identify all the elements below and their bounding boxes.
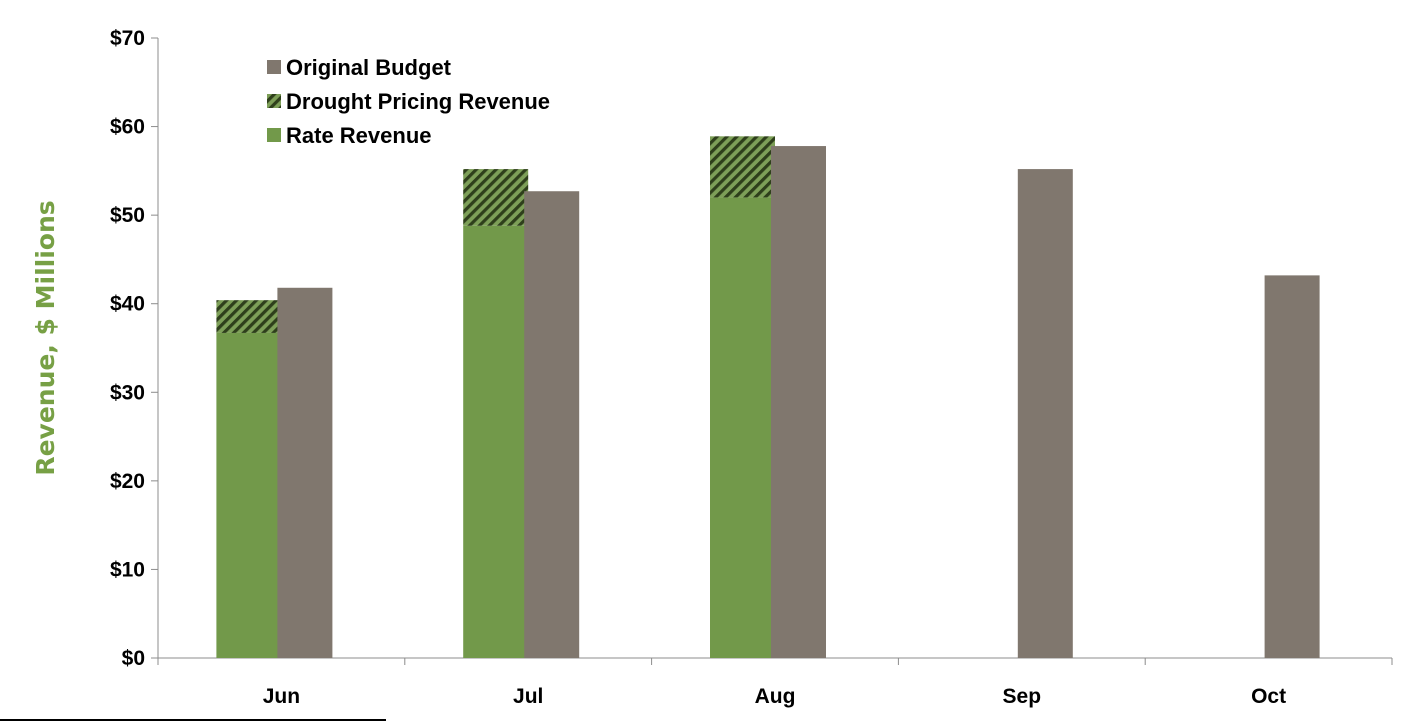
- bar-original-budget-jun: [277, 287, 333, 658]
- x-tick-label-sep: Sep: [1003, 685, 1042, 708]
- y-tick-label: $30: [110, 381, 145, 404]
- bar-original-budget-sep: [1017, 169, 1073, 659]
- y-tick-label: $60: [110, 116, 145, 139]
- bar-drought-pricing-revenue-aug: [710, 136, 775, 198]
- bar-drought-pricing-revenue-jul: [463, 169, 529, 226]
- legend-label-drought-pricing-revenue: Drought Pricing Revenue: [286, 89, 550, 114]
- legend-label-original-budget: Original Budget: [286, 55, 452, 80]
- bar-original-budget-aug: [771, 146, 826, 659]
- y-tick-label: $40: [110, 293, 145, 316]
- x-tick-label-jul: Jul: [513, 685, 543, 708]
- bar-rate-revenue-jul: [463, 225, 529, 658]
- legend-label-rate-revenue: Rate Revenue: [286, 123, 432, 148]
- x-tick-label-aug: Aug: [755, 685, 796, 708]
- y-tick-label: $70: [110, 27, 145, 50]
- legend-swatch-original-budget: [267, 60, 281, 74]
- footnote-rule: [0, 719, 386, 721]
- y-tick-label: $0: [122, 647, 145, 670]
- y-axis-title: Revenue, $ Millions: [31, 200, 60, 475]
- bar-rate-revenue-jun: [216, 332, 282, 658]
- y-tick-label: $20: [110, 470, 145, 493]
- bar-original-budget-oct: [1264, 275, 1320, 658]
- legend-swatch-drought-pricing-revenue: [267, 94, 281, 108]
- bar-rate-revenue-aug: [710, 197, 775, 658]
- bar-original-budget-jul: [524, 191, 580, 658]
- y-tick-label: $50: [110, 204, 145, 227]
- chart-bars: [216, 136, 1320, 659]
- x-tick-label-oct: Oct: [1251, 685, 1286, 708]
- legend-swatch-rate-revenue: [267, 128, 281, 142]
- x-tick-label-jun: Jun: [263, 685, 300, 708]
- chart-legend: Original Budget Drought Pricing Revenue Ra…: [267, 55, 550, 148]
- bar-drought-pricing-revenue-jun: [216, 300, 282, 333]
- y-tick-label: $10: [110, 558, 145, 581]
